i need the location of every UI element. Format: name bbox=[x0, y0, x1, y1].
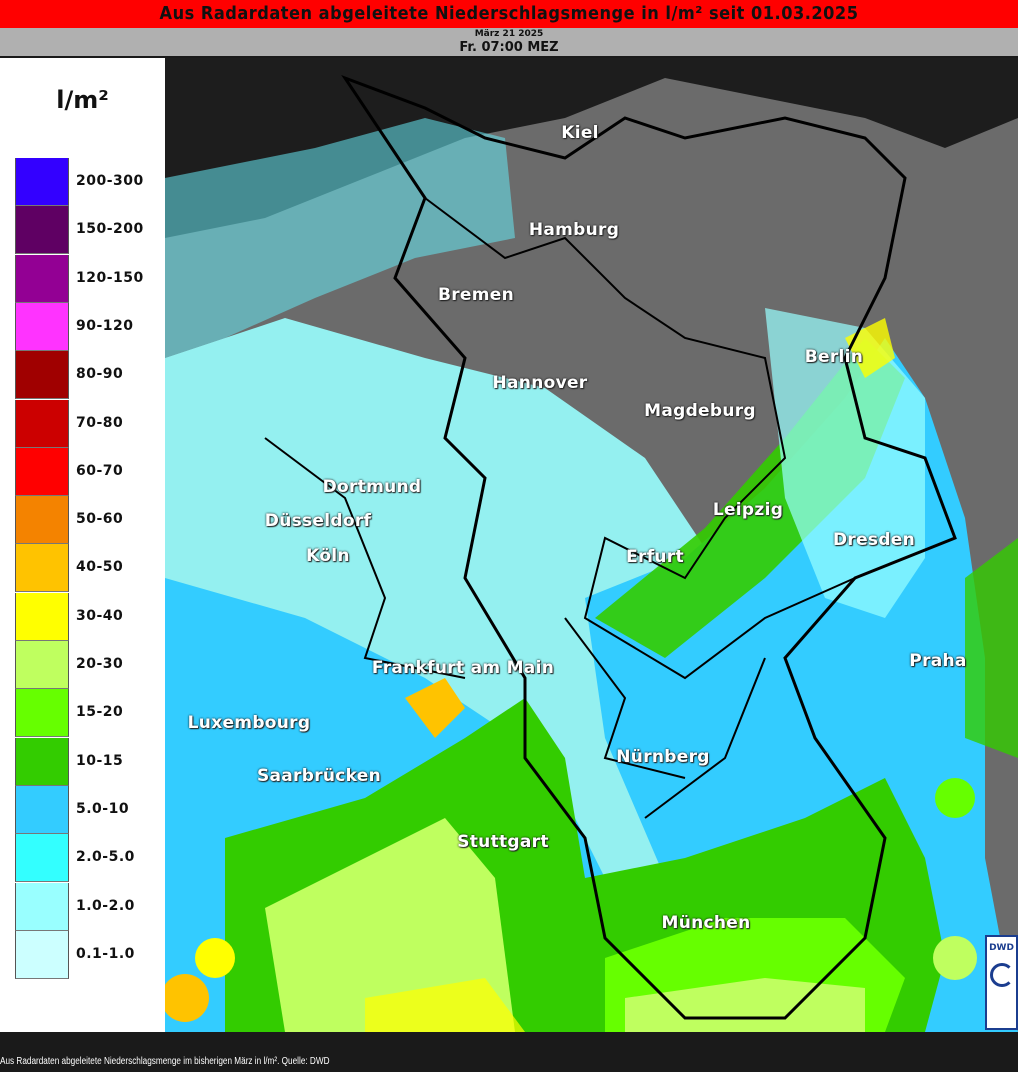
time-label: Fr. 07:00 MEZ bbox=[459, 40, 559, 55]
city-label: Köln bbox=[306, 546, 350, 566]
legend-item: 200-300 bbox=[15, 158, 155, 206]
radar-layer bbox=[165, 58, 1018, 1032]
legend-item: 2.0-5.0 bbox=[15, 834, 155, 883]
legend-item: 40-50 bbox=[15, 544, 155, 593]
timestamp-bar: März 21 2025 Fr. 07:00 MEZ bbox=[0, 28, 1018, 56]
legend-swatch bbox=[15, 834, 69, 883]
legend-swatch bbox=[15, 351, 69, 400]
dwd-logo-text: DWD bbox=[989, 943, 1014, 953]
legend-swatch bbox=[15, 592, 69, 641]
legend-swatch bbox=[15, 206, 69, 255]
legend-swatch bbox=[15, 447, 69, 496]
city-label: Magdeburg bbox=[644, 401, 756, 421]
legend-item: 120-150 bbox=[15, 254, 155, 303]
legend-label: 200-300 bbox=[76, 173, 144, 189]
legend-swatch bbox=[15, 496, 69, 545]
legend-item: 1.0-2.0 bbox=[15, 882, 155, 931]
legend-swatch bbox=[15, 302, 69, 351]
legend-label: 2.0-5.0 bbox=[76, 849, 135, 866]
legend-swatch bbox=[15, 254, 69, 303]
city-label: Berlin bbox=[804, 347, 864, 367]
legend-label: 50-60 bbox=[76, 511, 124, 528]
legend-swatch bbox=[15, 930, 69, 979]
sea-area bbox=[165, 58, 1018, 238]
legend-label: 80-90 bbox=[76, 366, 124, 383]
legend-item: 0.1-1.0 bbox=[15, 930, 155, 979]
legend-label: 70-80 bbox=[76, 414, 124, 431]
legend-label: 15-20 bbox=[76, 704, 124, 721]
legend-item: 10-15 bbox=[15, 737, 155, 786]
legend-swatch bbox=[15, 785, 69, 834]
legend-label: 10-15 bbox=[76, 752, 124, 769]
legend-label: 0.1-1.0 bbox=[76, 945, 135, 962]
legend-item: 50-60 bbox=[15, 496, 155, 545]
legend-item: 5.0-10 bbox=[15, 785, 155, 834]
legend-swatch bbox=[15, 882, 69, 931]
germany-border bbox=[341, 74, 957, 1020]
legend-item: 60-70 bbox=[15, 447, 155, 496]
legend-swatch bbox=[15, 737, 69, 786]
legend-item: 70-80 bbox=[15, 399, 155, 448]
legend-label: 20-30 bbox=[76, 656, 124, 672]
legend-item: 15-20 bbox=[15, 689, 155, 738]
city-label: Kiel bbox=[561, 123, 599, 143]
city-label: Dresden bbox=[832, 530, 916, 550]
legend-label: 150-200 bbox=[76, 221, 144, 238]
legend: l/m² 200-300 150-200 120-150 90-120 80-90 70-… bbox=[0, 58, 165, 1032]
legend-unit: l/m² bbox=[56, 86, 109, 114]
precipitation-map: Kiel Hamburg Bremen Berlin Hannover Magdeburg… bbox=[165, 58, 1018, 1032]
legend-swatch bbox=[15, 399, 69, 448]
legend-label: 90-120 bbox=[76, 317, 134, 334]
city-label: Saarbrücken bbox=[256, 766, 382, 786]
city-label: Nürnberg bbox=[616, 747, 710, 767]
legend-swatch bbox=[15, 158, 69, 206]
city-label: Düsseldorf bbox=[264, 511, 372, 531]
dwd-logo: DWD bbox=[985, 935, 1018, 1030]
city-label: München bbox=[661, 913, 751, 933]
legend-item: 90-120 bbox=[15, 302, 155, 351]
city-label: Luxembourg bbox=[187, 713, 311, 733]
legend-label: 1.0-2.0 bbox=[76, 897, 135, 914]
legend-label: 5.0-10 bbox=[76, 800, 130, 817]
state-borders bbox=[424, 197, 856, 680]
city-label: Stuttgart bbox=[457, 832, 549, 852]
dwd-swirl-icon bbox=[989, 963, 1014, 987]
city-label: Hamburg bbox=[528, 220, 620, 240]
legend-label: 60-70 bbox=[76, 462, 124, 479]
title-bar: Aus Radardaten abgeleitete Niederschlags… bbox=[0, 0, 1018, 28]
legend-label: 120-150 bbox=[76, 269, 144, 286]
legend-item: 150-200 bbox=[15, 206, 155, 255]
legend-swatch bbox=[15, 544, 69, 593]
city-label: Frankfurt am Main bbox=[371, 658, 555, 678]
city-label: Erfurt bbox=[626, 547, 684, 567]
legend-item: 20-30 bbox=[15, 641, 155, 689]
city-label: Hannover bbox=[492, 373, 588, 393]
legend-label: 30-40 bbox=[76, 607, 124, 624]
city-label: Bremen bbox=[437, 285, 515, 305]
footer: Aus Radardaten abgeleitete Niederschlags… bbox=[0, 1032, 1018, 1072]
legend-label: 40-50 bbox=[76, 559, 124, 576]
legend-item: 80-90 bbox=[15, 351, 155, 400]
footer-caption: Aus Radardaten abgeleitete Niederschlags… bbox=[0, 1056, 330, 1067]
city-label: Dortmund bbox=[322, 477, 422, 497]
city-label: Leipzig bbox=[712, 500, 784, 520]
date-label: März 21 2025 bbox=[474, 29, 544, 39]
city-label: Praha bbox=[909, 651, 967, 671]
legend-swatch bbox=[15, 641, 69, 689]
legend-item: 30-40 bbox=[15, 592, 155, 641]
legend-swatch bbox=[15, 689, 69, 738]
